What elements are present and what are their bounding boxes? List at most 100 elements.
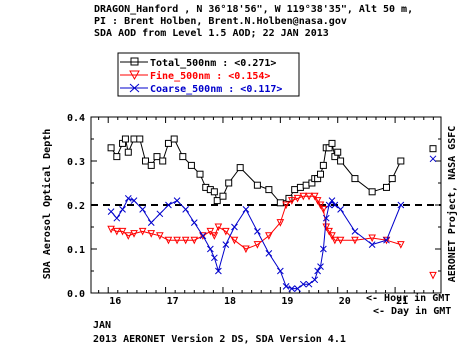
data-point [206,227,215,236]
data-point [299,192,308,201]
data-point [368,188,376,196]
data-point [294,285,301,292]
data-point [107,208,115,215]
series-line-Fine_500nm [110,195,401,250]
legend-marker-total [130,57,139,66]
data-point [331,201,339,209]
y-tick-label-0.2: 0.2 [67,201,85,212]
data-point [130,135,138,143]
data-point [325,227,333,236]
data-point [288,285,296,292]
data-series [107,135,405,292]
data-point [328,139,336,147]
data-point [164,139,172,147]
data-point [293,194,302,203]
day-axis-label: <- Day in GMT [373,306,452,317]
data-point [210,232,219,240]
data-point [130,197,138,204]
data-point [113,214,121,222]
data-point [368,241,376,248]
y-tick-label-0.1: 0.1 [67,245,85,256]
legend-label-fine: Fine_500nm : <0.154> [150,70,270,82]
data-point [282,201,290,210]
axis-ticks: 16 17 18 19 20 21 0.0 0.1 0.2 0.3 0.4 [67,113,441,307]
data-point [230,236,239,245]
x-tick-label-21: 21 [396,296,408,307]
data-point [242,245,250,254]
data-point [113,227,121,236]
legend-marker-fine [129,70,140,81]
x-tick-label-16: 16 [109,296,121,307]
x-tick-label-17: 17 [167,296,179,307]
y-axis-label: SDA Aerosol Optical Depth [41,129,53,280]
data-point [222,241,230,248]
data-point [282,283,290,290]
data-point [288,197,296,205]
header-pi: PI : Brent Holben, Brent.N.Holben@nasa.g… [94,16,347,27]
data-point [276,199,284,207]
data-point [276,219,285,227]
data-point [242,206,250,213]
data-point [147,161,155,169]
data-point [214,223,223,232]
data-point [113,153,121,161]
data-point [328,232,336,240]
data-point [337,157,345,165]
data-point [181,236,190,245]
series-Coarse_500nm [107,195,405,292]
data-point [331,236,339,245]
data-point [313,197,322,205]
series-line-Coarse_500nm [110,197,402,290]
right-vertical-label: AERONET Project, NASA GSFC [446,126,458,283]
data-point [170,135,178,143]
data-point [236,164,244,172]
x-tick-label-18: 18 [224,296,236,307]
data-point [124,148,132,156]
data-point [317,170,325,178]
data-point [336,236,345,245]
data-point [213,197,221,205]
data-point [215,267,222,275]
data-point [351,228,359,235]
y-tick-label-0.0: 0.0 [67,289,85,300]
legend-marker-coarse [129,83,140,93]
data-point [199,232,207,240]
legend-box [117,52,300,97]
data-point [291,186,299,194]
data-point [121,135,129,143]
data-point [196,170,204,178]
data-point [276,267,284,275]
data-point [397,157,405,165]
data-point [314,267,321,275]
data-point [142,157,150,165]
data-point [383,236,390,244]
data-point [254,228,261,235]
data-point [316,201,325,210]
data-point [351,175,359,183]
data-point [328,197,336,204]
right-marker-Coarse_500nm [429,155,437,163]
x-tick-label-20: 20 [339,296,351,307]
legend-label-total: Total_500nm : <0.271> [150,58,276,69]
data-point [397,201,405,209]
data-point [156,210,164,218]
data-point [222,227,230,236]
data-point [179,153,187,161]
data-point [147,230,156,238]
right-marker-Total_500nm [429,145,437,153]
data-point [107,144,115,152]
x-tick-label-19: 19 [281,296,293,307]
legend: Total_500nm : <0.271> Fine_500nm : <0.15… [117,52,300,97]
data-point [159,157,167,165]
data-point [322,214,330,222]
data-point [165,201,172,209]
data-point [305,192,313,201]
data-point [156,232,164,240]
data-point [368,234,376,243]
data-point [302,181,310,189]
data-point [211,254,218,262]
data-point [124,195,132,202]
data-point [153,153,161,161]
data-point [219,192,227,200]
